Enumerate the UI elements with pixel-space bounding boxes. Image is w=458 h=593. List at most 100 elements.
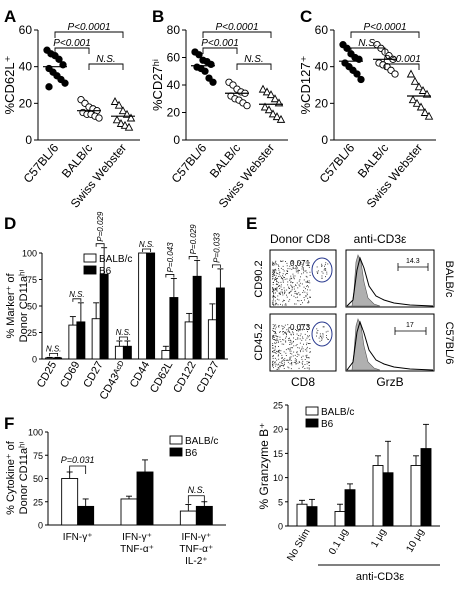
- flow-event-dot: [299, 270, 300, 271]
- panel-f-bar: [195, 505, 213, 526]
- panel-e-legend-swatch-b6: [305, 418, 319, 428]
- flow-event-dot: [278, 358, 280, 360]
- flow-event-dot: [283, 368, 285, 369]
- flow-event-dot: [293, 286, 295, 288]
- panel-d-sig-label: N.S.: [116, 328, 132, 337]
- flow-event-dot: [300, 276, 301, 278]
- flow-event-dot: [274, 271, 276, 273]
- flow-event-dot: [303, 272, 304, 274]
- flow-event-dot: [283, 299, 284, 301]
- flow-event-dot: [290, 339, 291, 341]
- panel-a-data-point: [45, 83, 53, 91]
- flow-event-dot: [289, 347, 291, 349]
- flow-event-dot: [272, 351, 274, 353]
- flow-event-dot: [279, 336, 281, 338]
- histogram-top-black: [346, 256, 434, 307]
- panel-d-bar: [99, 273, 109, 360]
- flow-event-dot: [277, 350, 279, 352]
- flow-event-dot: [287, 284, 289, 286]
- flow-event-dot: [301, 266, 303, 268]
- flow-event-dot: [301, 339, 303, 341]
- flow-event-dot: [285, 261, 286, 262]
- flow-event-dot: [276, 288, 278, 290]
- flow-event-dot: [304, 368, 306, 369]
- flow-event-dot: [272, 289, 274, 291]
- flow-event-dot: [302, 365, 304, 367]
- flow-event-dot: [275, 260, 277, 262]
- flow-event-dot: [309, 282, 311, 284]
- flow-event-dot: [308, 361, 310, 363]
- panel-d-sig-bracket: [142, 248, 152, 252]
- flow-event-dot: [301, 324, 303, 326]
- flow-event-dot: [297, 362, 299, 364]
- panel-e-bar: [296, 503, 308, 527]
- flow-event-dot: [303, 279, 305, 281]
- flow-event-dot: [295, 363, 297, 364]
- flow-event-dot: [278, 266, 280, 267]
- flow-event-dot: [282, 275, 283, 277]
- flow-event-dot: [301, 346, 303, 348]
- panel-b-y-tick-label: 40: [167, 78, 181, 92]
- flow-event-dot: [289, 350, 291, 352]
- flow-event-dot: [277, 351, 279, 353]
- flow-event-dot: [283, 339, 285, 341]
- flow-event-dot: [300, 300, 302, 301]
- panel-c-data-point: [420, 108, 430, 116]
- flow-event-dot: [298, 367, 300, 369]
- flow-event-dot: [301, 358, 303, 360]
- flow-event-dot: [272, 291, 274, 293]
- flow-event-dot: [321, 265, 323, 266]
- flow-event-dot: [290, 350, 292, 352]
- flow-event-dot: [290, 290, 292, 292]
- flow-event-dot: [275, 277, 276, 279]
- flow-event-dot: [279, 292, 281, 294]
- flow-event-dot: [272, 365, 274, 367]
- flow-event-dot: [285, 332, 287, 334]
- flow-event-dot: [272, 302, 274, 304]
- flow-event-dot: [322, 336, 324, 338]
- flow-event-dot: [272, 263, 273, 265]
- flow-event-dot: [293, 295, 295, 297]
- panel-c-y-tick-label: 20: [315, 96, 329, 110]
- flow-event-dot: [284, 304, 286, 306]
- flow-event-dot: [275, 268, 277, 270]
- flow-event-dot: [322, 326, 324, 328]
- flow-event-dot: [296, 359, 297, 361]
- panel-e-legend-swatch-balbc: [305, 406, 319, 416]
- dotplot-bottom-events: [272, 324, 329, 370]
- flow-event-dot: [290, 334, 292, 336]
- flow-event-dot: [275, 288, 277, 290]
- flow-event-dot: [318, 337, 320, 339]
- flow-event-dot: [272, 277, 274, 279]
- panel-d-bar: [169, 297, 179, 360]
- panel-b-data-point: [243, 101, 251, 110]
- flow-event-dot: [278, 363, 279, 365]
- flow-event-dot: [278, 325, 280, 326]
- panel-f-bar: [77, 505, 95, 526]
- flow-event-dot: [272, 297, 274, 299]
- flow-event-dot: [307, 336, 309, 338]
- flow-event-dot: [272, 347, 273, 349]
- flow-event-dot: [293, 268, 295, 269]
- flow-event-dot: [272, 329, 274, 331]
- flow-event-dot: [280, 362, 282, 364]
- flow-event-dot: [273, 294, 275, 296]
- flow-event-dot: [280, 303, 281, 305]
- flow-event-dot: [282, 365, 284, 367]
- flow-event-dot: [276, 298, 278, 300]
- flow-event-dot: [284, 289, 286, 291]
- panel-letter-f: F: [4, 414, 14, 433]
- flow-event-dot: [277, 364, 279, 366]
- panel-c-x-tick-label: C57BL/6: [317, 141, 358, 186]
- flow-row-label-cd45: CD45.2: [253, 323, 265, 360]
- flow-event-dot: [277, 273, 279, 274]
- flow-event-dot: [304, 359, 306, 360]
- panel-a-sig-bracket: [54, 31, 124, 38]
- flow-event-dot: [298, 284, 300, 286]
- flow-event-dot: [295, 269, 297, 271]
- flow-event-dot: [325, 331, 327, 333]
- flow-event-dot: [281, 360, 283, 362]
- flow-event-dot: [308, 368, 310, 370]
- flow-event-dot: [325, 268, 326, 270]
